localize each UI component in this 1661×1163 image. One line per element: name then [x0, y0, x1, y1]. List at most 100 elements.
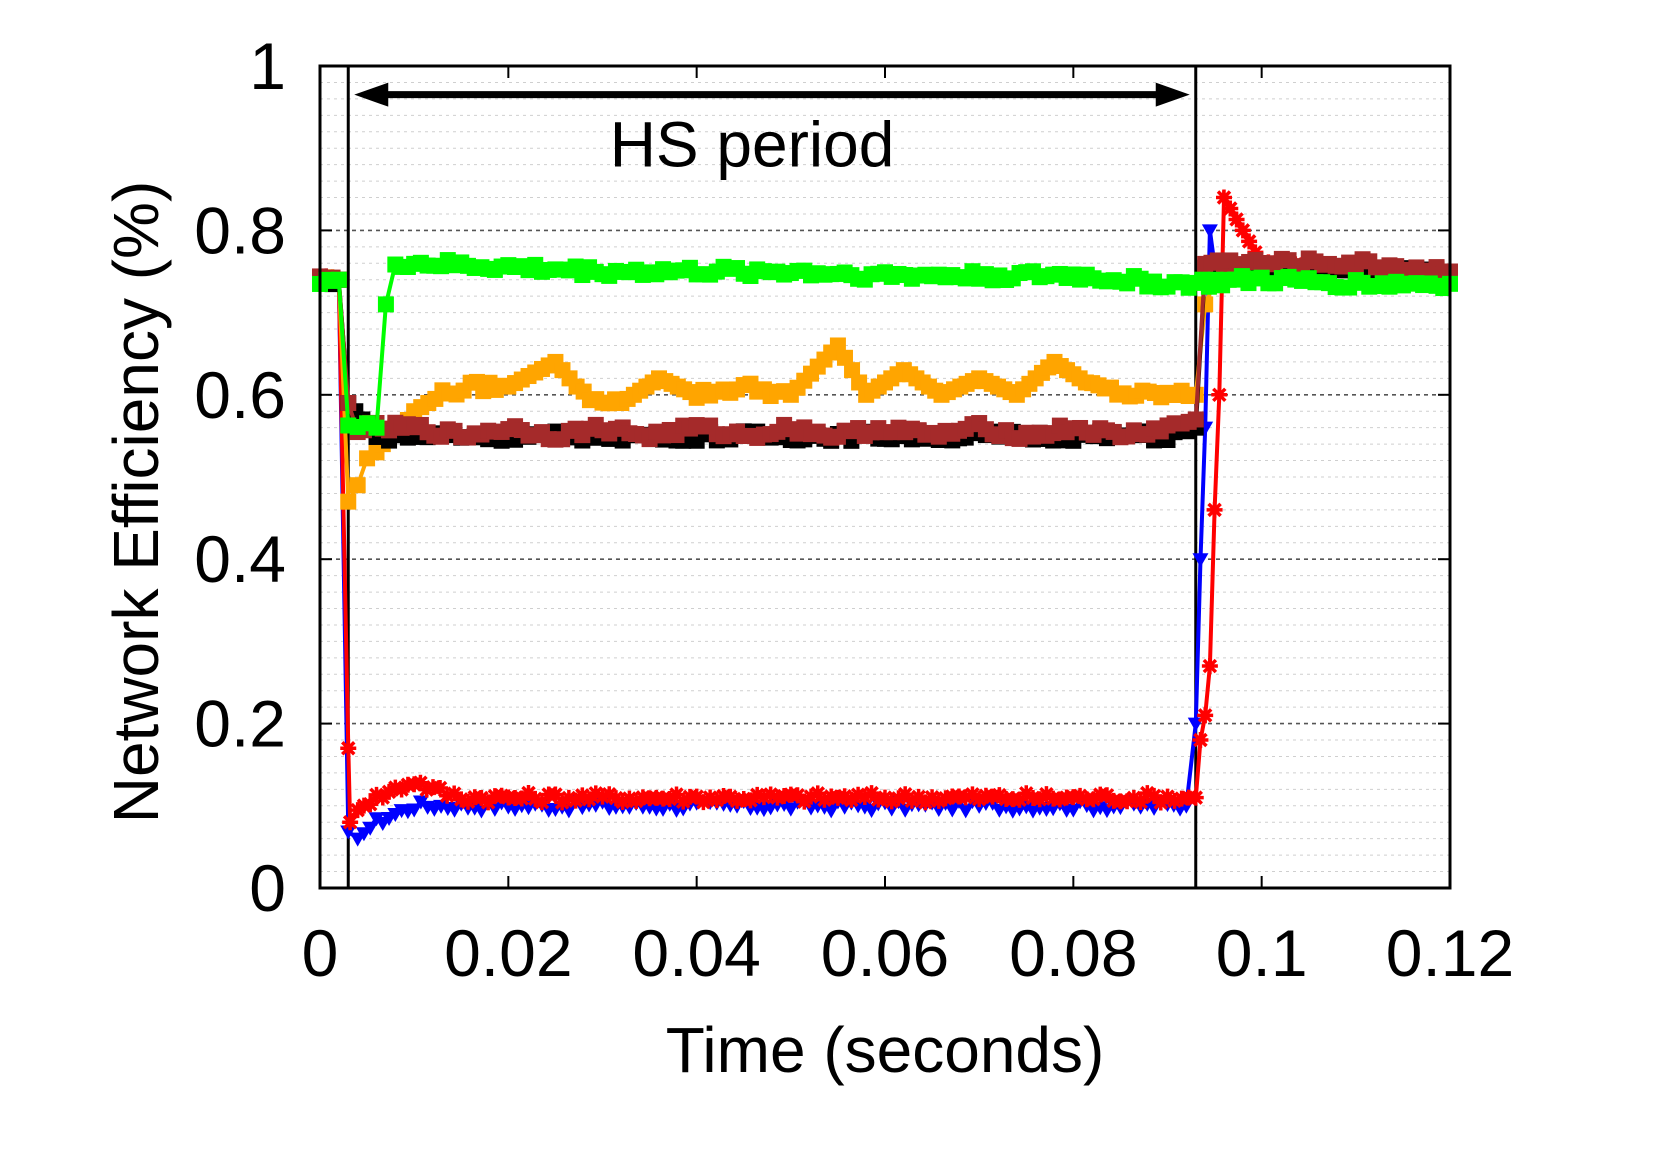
data-point-blue: [560, 804, 577, 819]
data-point-red: [574, 787, 591, 804]
hs-period-label: HS period: [610, 109, 895, 181]
data-point-red: [789, 787, 806, 804]
x-tick-label: 0.04: [632, 916, 760, 990]
y-axis-title: Network Efficiency (%): [100, 181, 172, 824]
data-point-red: [527, 790, 544, 807]
x-tick-label: 0: [302, 916, 339, 990]
data-point-red: [533, 794, 550, 811]
data-point-green: [330, 271, 347, 288]
data-point-red: [1152, 794, 1169, 811]
data-point-green: [377, 296, 394, 313]
data-point-red: [340, 740, 357, 757]
data-point-red: [432, 780, 449, 797]
y-tick-label: 0: [249, 851, 286, 925]
data-point-red: [439, 787, 456, 804]
data-point-red: [708, 792, 725, 809]
data-point-blue: [1201, 224, 1218, 239]
x-tick-label: 0.12: [1386, 916, 1514, 990]
x-axis-title: Time (seconds): [666, 1014, 1105, 1086]
tick-layer: 0 0.02 0.04 0.06 0.08 0.1 0.12 0 0.2 0.4 0.6 0.8 1: [194, 29, 1514, 990]
data-point-blue: [473, 804, 490, 819]
data-point-red: [480, 794, 497, 811]
data-point-red: [1192, 732, 1209, 749]
data-point-red: [621, 790, 638, 807]
data-point-red: [1206, 501, 1223, 518]
x-tick-label: 0.1: [1216, 916, 1308, 990]
series-line-black: [319, 262, 1451, 444]
data-point-red: [368, 786, 385, 803]
data-point-blue: [446, 803, 463, 818]
data-point-red: [1125, 789, 1142, 806]
data-point-red: [924, 789, 941, 806]
data-point-red: [809, 785, 826, 802]
data-point-brown: [1187, 411, 1204, 428]
data-point-red: [1119, 793, 1136, 810]
x-tick-label: 0.08: [1009, 916, 1137, 990]
data-point-red: [493, 787, 510, 804]
y-tick-label: 0.8: [194, 193, 286, 267]
data-point-red: [722, 788, 739, 805]
data-point-orange: [836, 349, 853, 366]
y-tick-label: 0.4: [194, 522, 286, 596]
data-point-red: [1072, 787, 1089, 804]
data-point-red: [1211, 386, 1228, 403]
data-point-red: [607, 790, 624, 807]
data-point-red: [1159, 788, 1176, 805]
data-point-red: [803, 788, 820, 805]
data-point-red: [883, 793, 900, 810]
x-tick-label: 0.02: [444, 916, 572, 990]
data-point-blue: [340, 825, 357, 840]
series-line-blue: [319, 230, 1452, 842]
data-point-red: [749, 786, 766, 803]
series-green: [312, 252, 1458, 436]
data-point-red: [816, 791, 833, 808]
data-point-red: [601, 786, 618, 803]
data-point-red: [362, 796, 379, 813]
x-tick-label: 0.06: [821, 916, 949, 990]
data-point-red: [1222, 200, 1239, 217]
data-point-red: [520, 784, 537, 801]
data-point-red: [594, 788, 611, 805]
data-point-red: [1187, 789, 1204, 806]
data-point-orange: [851, 374, 868, 391]
annotation-layer: HS period: [354, 82, 1190, 181]
data-point-red: [762, 786, 779, 803]
data-point-red: [890, 790, 907, 807]
data-point-blue: [782, 802, 799, 817]
data-point-red: [897, 786, 914, 803]
data-point-red: [1051, 791, 1068, 808]
data-point-blue: [406, 803, 423, 818]
data-point-blue: [944, 803, 961, 818]
data-point-red: [1228, 211, 1245, 228]
data-point-blue: [823, 804, 840, 819]
data-point-orange: [829, 337, 846, 354]
data-point-red: [971, 791, 988, 808]
data-point-red: [446, 785, 463, 802]
data-point-red: [991, 787, 1008, 804]
data-point-red: [755, 789, 772, 806]
data-point-red: [387, 779, 404, 796]
data-point-red: [342, 814, 359, 831]
data-point-red: [742, 792, 759, 809]
data-point-blue: [863, 803, 880, 818]
arrow-head-right: [1155, 82, 1190, 107]
data-point-blue: [362, 821, 379, 836]
grid-layer: [320, 81, 1450, 873]
data-point-red: [614, 793, 631, 810]
data-point-red: [702, 789, 719, 806]
data-point-red: [957, 789, 974, 806]
data-point-green: [368, 419, 385, 436]
data-point-red: [843, 792, 860, 809]
data-point-red: [1234, 222, 1251, 239]
data-point-red: [1011, 791, 1028, 808]
series-blue: [312, 224, 1458, 847]
data-point-red: [581, 791, 598, 808]
data-point-red: [513, 790, 530, 807]
data-point-red: [1197, 707, 1214, 724]
data-point-red: [910, 788, 927, 805]
y-tick-label: 0.2: [194, 687, 286, 761]
data-point-orange: [844, 362, 861, 379]
data-point-red: [870, 791, 887, 808]
data-point-red: [418, 781, 435, 798]
